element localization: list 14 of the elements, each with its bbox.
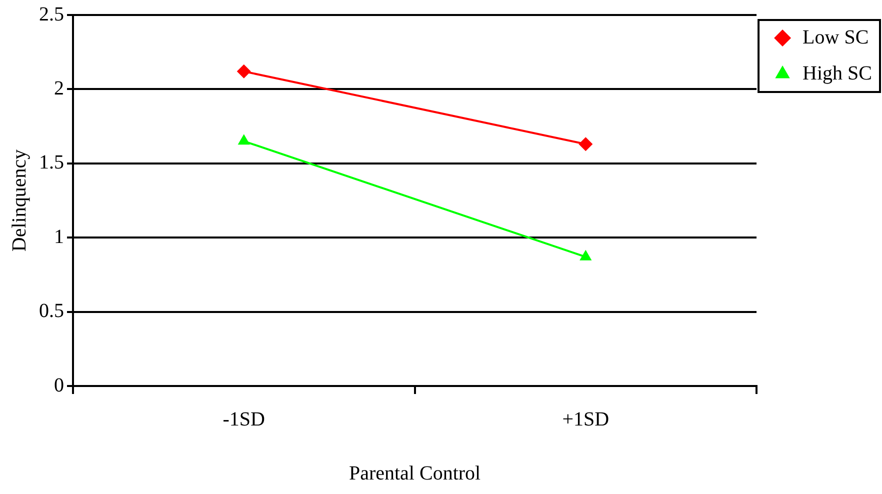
y-tick-label: 2.5 bbox=[39, 3, 64, 26]
x-axis-title: Parental Control bbox=[348, 462, 482, 484]
point bbox=[578, 137, 593, 152]
point bbox=[236, 64, 251, 78]
legend-label: High SC bbox=[802, 62, 872, 84]
x-tick-label: +1SD bbox=[562, 408, 610, 430]
y-tick-label: 2 bbox=[54, 77, 64, 100]
y-tick-label: 0.5 bbox=[39, 300, 64, 322]
legend-label: Low SC bbox=[802, 26, 869, 48]
y-axis-title: Delinquency bbox=[8, 149, 30, 252]
y-tick-label: 1.5 bbox=[39, 152, 64, 174]
x-tick-label: -1SD bbox=[222, 408, 265, 430]
y-tick-label: 0 bbox=[54, 374, 64, 396]
y-tick-label: 1 bbox=[54, 226, 64, 248]
